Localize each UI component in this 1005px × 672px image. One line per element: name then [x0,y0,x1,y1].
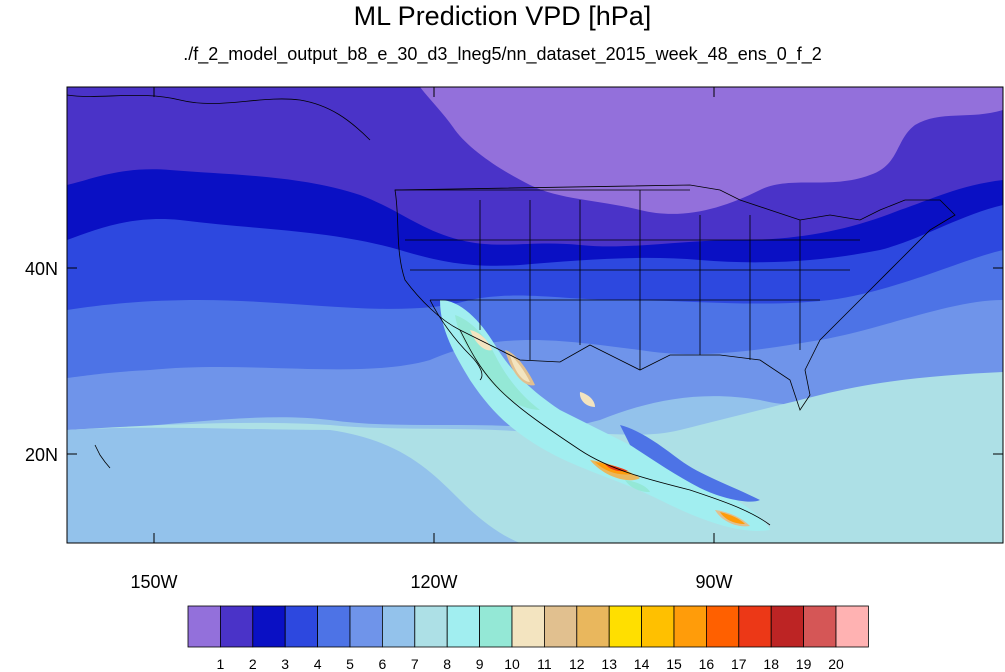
colorbar-label: 2 [249,656,257,672]
mexico-coast [459,329,771,526]
colorbar-swatch [446,605,481,648]
map-frame [66,86,1004,544]
hawaii-islands [94,444,111,469]
contour-band-1 [420,87,1003,214]
colorbar-label: 15 [666,656,682,672]
colorbar-swatch [673,605,707,648]
colorbar-label: 17 [731,656,747,672]
lat-label-20n: 20N [25,445,58,465]
colorbar-label: 19 [796,656,812,672]
colorbar-swatch [414,605,448,648]
colorbar-label: 3 [281,656,289,672]
colorbar-swatch [608,605,643,648]
colorbar-label: 20 [828,656,844,672]
colorbar-swatch [252,605,286,648]
colorbar-label: 12 [569,656,585,672]
map-subtitle: ./f_2_model_output_b8_e_30_d3_lneg5/nn_d… [183,44,822,64]
state-lines-horizontal [405,239,860,301]
political-borders [67,94,956,526]
colorbar-label: 4 [314,656,322,672]
lat-label-40n: 40N [25,259,58,279]
usa-outline [394,184,956,411]
contour-band-9 [440,300,770,531]
colorbar-label: 5 [346,656,354,672]
contour-band-11b [510,355,530,382]
colorbar-label: 14 [634,656,650,672]
contour-field [67,87,1003,543]
colorbar-swatch [511,605,545,648]
colorbar-label: 16 [699,656,715,672]
colorbar-label: 9 [476,656,484,672]
state-lines-vertical [479,190,801,370]
colorbar-label: 7 [411,656,419,672]
contour-band-7b [67,427,520,543]
colorbar-swatch [544,605,578,648]
colorbar-label: 18 [763,656,779,672]
contour-band-5b [620,425,760,502]
colorbar-swatch [738,605,772,648]
colorbar-swatch [835,605,869,648]
axis-ticks [67,87,1003,543]
lon-label-120w: 120W [410,572,457,592]
colorbar-swatch [576,605,610,648]
colorbar-label: 13 [601,656,617,672]
colorbar-swatch [641,605,675,648]
colorbar-label: 6 [379,656,387,672]
colorbar-swatch [317,605,351,648]
contour-band-11c [579,392,595,407]
contour-band-10b [625,480,650,492]
colorbar-swatch [381,605,416,648]
colorbar-swatch [219,605,254,648]
map-title: ML Prediction VPD [hPa] [353,1,652,31]
colorbar: 1 2 3 4 5 6 7 8 9 10 11 12 13 14 15 16 17 18 19 20 [187,605,869,672]
colorbar-label: 1 [217,656,225,672]
colorbar-swatch [770,605,805,648]
alaska-coast [67,94,371,141]
lon-label-90w: 90W [695,572,732,592]
colorbar-swatch [284,605,319,648]
colorbar-swatch [349,605,383,648]
colorbar-swatch [803,605,837,648]
colorbar-swatch [479,605,513,648]
colorbar-swatch [706,605,740,648]
contour-band-16b [720,512,745,524]
colorbar-swatch [187,605,221,648]
lon-label-150w: 150W [130,572,177,592]
colorbar-label: 11 [537,656,552,672]
colorbar-label: 8 [443,656,451,672]
baja-coast [429,299,483,381]
colorbar-label: 10 [504,656,520,672]
